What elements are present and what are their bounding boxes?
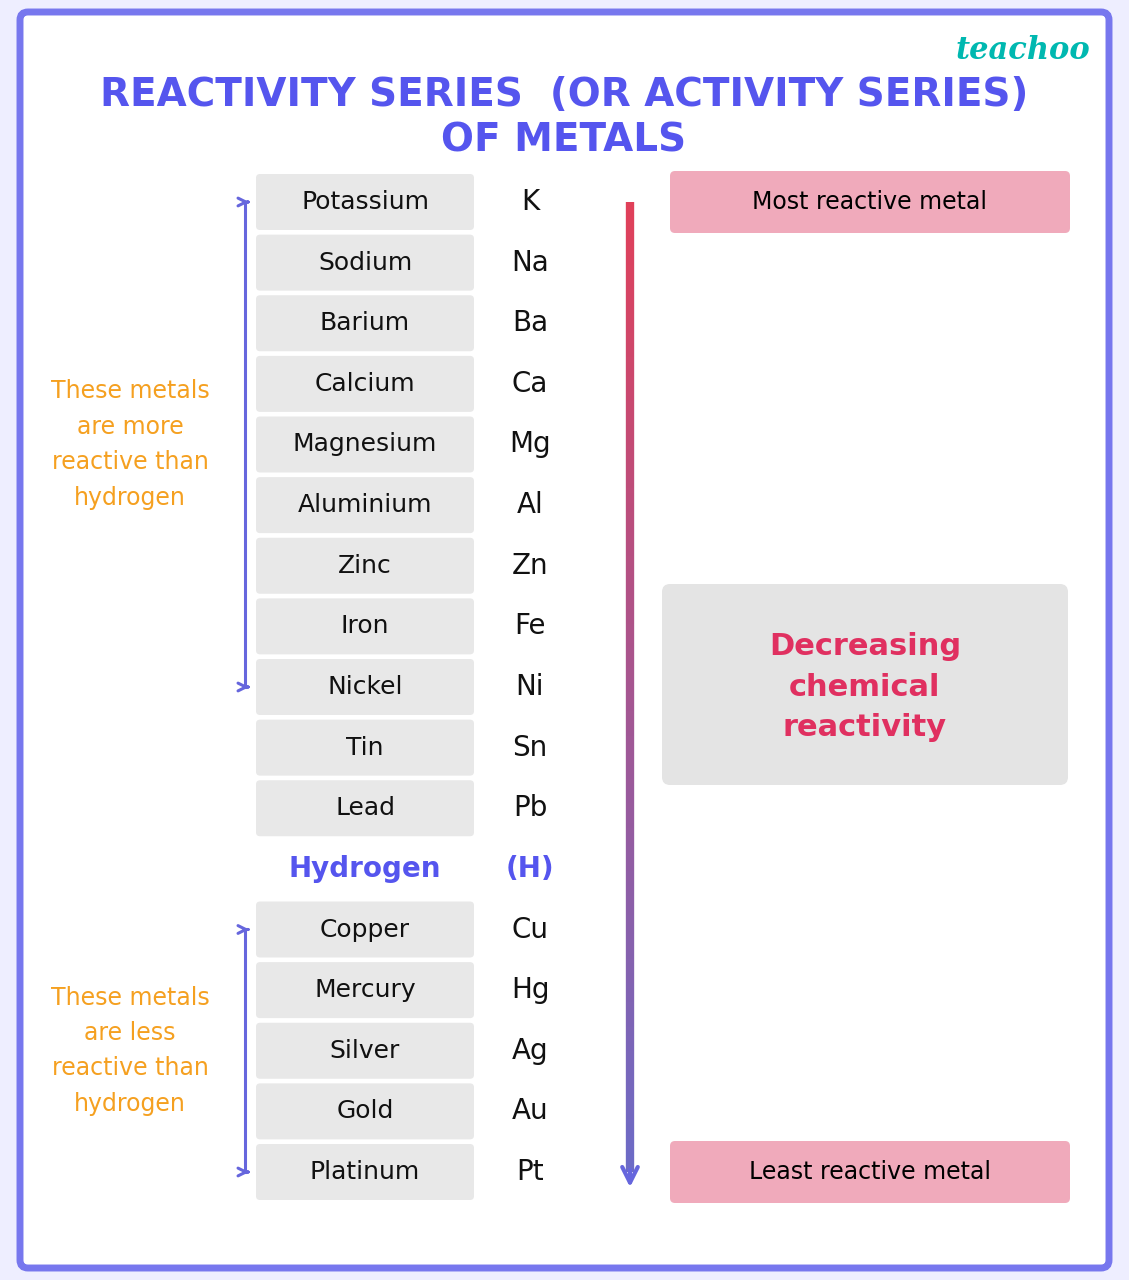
Text: Copper: Copper — [320, 918, 410, 942]
Text: Pb: Pb — [513, 795, 548, 822]
FancyBboxPatch shape — [256, 598, 474, 654]
Text: Magnesium: Magnesium — [292, 433, 437, 457]
Text: Mercury: Mercury — [314, 978, 415, 1002]
Text: Sodium: Sodium — [318, 251, 412, 275]
FancyBboxPatch shape — [256, 659, 474, 716]
Text: K: K — [520, 188, 540, 216]
Text: Calcium: Calcium — [315, 372, 415, 396]
Text: Barium: Barium — [320, 311, 410, 335]
FancyBboxPatch shape — [256, 538, 474, 594]
Text: Na: Na — [511, 248, 549, 276]
Text: teachoo: teachoo — [955, 35, 1089, 67]
Text: Lead: Lead — [335, 796, 395, 820]
FancyBboxPatch shape — [256, 901, 474, 957]
FancyBboxPatch shape — [256, 1023, 474, 1079]
Text: Gold: Gold — [336, 1100, 394, 1124]
FancyBboxPatch shape — [256, 234, 474, 291]
Text: Aluminium: Aluminium — [298, 493, 432, 517]
FancyBboxPatch shape — [20, 12, 1109, 1268]
Text: Au: Au — [511, 1097, 549, 1125]
Text: Most reactive metal: Most reactive metal — [753, 189, 988, 214]
FancyBboxPatch shape — [669, 172, 1070, 233]
Text: Iron: Iron — [341, 614, 390, 639]
Text: OF METALS: OF METALS — [441, 122, 686, 159]
Text: Ca: Ca — [511, 370, 549, 398]
Text: Decreasing
chemical
reactivity: Decreasing chemical reactivity — [769, 632, 961, 742]
Text: Zn: Zn — [511, 552, 549, 580]
Text: REACTIVITY SERIES  (OR ACTIVITY SERIES): REACTIVITY SERIES (OR ACTIVITY SERIES) — [99, 76, 1029, 114]
Text: Sn: Sn — [513, 733, 548, 762]
FancyBboxPatch shape — [256, 296, 474, 351]
Text: Pt: Pt — [516, 1158, 544, 1187]
FancyBboxPatch shape — [256, 356, 474, 412]
Text: Hg: Hg — [510, 977, 549, 1004]
Text: Platinum: Platinum — [309, 1160, 420, 1184]
FancyBboxPatch shape — [256, 1144, 474, 1201]
Text: Hydrogen: Hydrogen — [289, 855, 441, 883]
Text: Ag: Ag — [511, 1037, 549, 1065]
FancyBboxPatch shape — [256, 719, 474, 776]
Text: Al: Al — [517, 492, 543, 520]
Text: Nickel: Nickel — [327, 675, 403, 699]
Text: Cu: Cu — [511, 915, 549, 943]
Text: Ni: Ni — [516, 673, 544, 701]
Text: (H): (H) — [506, 855, 554, 883]
Text: These metals
are more
reactive than
hydrogen: These metals are more reactive than hydr… — [51, 379, 209, 509]
Text: Least reactive metal: Least reactive metal — [749, 1160, 991, 1184]
Text: Mg: Mg — [509, 430, 551, 458]
FancyBboxPatch shape — [256, 477, 474, 534]
FancyBboxPatch shape — [256, 781, 474, 836]
FancyBboxPatch shape — [256, 1083, 474, 1139]
FancyBboxPatch shape — [256, 416, 474, 472]
Text: Ba: Ba — [511, 310, 548, 337]
Text: These metals
are less
reactive than
hydrogen: These metals are less reactive than hydr… — [51, 986, 209, 1116]
FancyBboxPatch shape — [669, 1140, 1070, 1203]
FancyBboxPatch shape — [662, 584, 1068, 785]
Text: Fe: Fe — [514, 612, 545, 640]
FancyBboxPatch shape — [256, 174, 474, 230]
Text: Silver: Silver — [330, 1039, 400, 1062]
FancyBboxPatch shape — [256, 963, 474, 1018]
Text: Potassium: Potassium — [301, 189, 429, 214]
Text: Zinc: Zinc — [338, 554, 392, 577]
Text: Tin: Tin — [347, 736, 384, 759]
